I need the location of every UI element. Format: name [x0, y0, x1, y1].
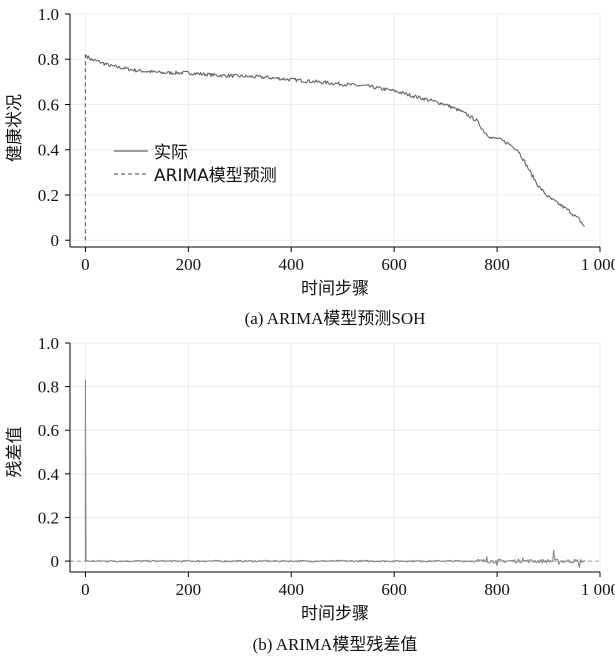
- y-axis-label-b: 残差值: [5, 427, 25, 478]
- y-tick-label: 0.2: [38, 186, 59, 205]
- y-axis-label-a: 健康状况: [5, 94, 25, 162]
- panel-a: 0 200 400 600 800 1 000 0 0.2 0.4 0.6 0.8 1.0 实际 AR…: [5, 5, 615, 328]
- y-tick-label: 0: [51, 552, 60, 571]
- y-tick-label: 0: [51, 231, 60, 250]
- y-tick-label: 1.0: [38, 334, 59, 353]
- series-group-a: [84, 54, 585, 241]
- y-tick-label: 0.6: [38, 95, 59, 114]
- caption-a: (a) ARIMA模型预测SOH: [245, 309, 426, 328]
- x-tick-label: 1 000: [581, 255, 615, 274]
- x-tick-label: 800: [484, 580, 510, 599]
- legend-label-actual: 实际: [154, 143, 188, 163]
- x-tick-label: 800: [484, 255, 510, 274]
- y-tick-label: 0.4: [38, 465, 60, 484]
- ticks-a: 0 200 400 600 800 1 000 0 0.2 0.4 0.6 0.8 1.0: [38, 5, 615, 274]
- y-tick-label: 0.2: [38, 508, 59, 527]
- x-axis-label-b: 时间步骤: [301, 604, 369, 624]
- x-tick-label: 200: [176, 580, 202, 599]
- series-line-actual: [85, 54, 585, 228]
- x-tick-label: 0: [81, 580, 90, 599]
- x-tick-label: 0: [81, 255, 90, 274]
- y-tick-label: 0.4: [38, 141, 60, 160]
- x-tick-label: 200: [176, 255, 202, 274]
- x-tick-label: 400: [279, 255, 305, 274]
- y-tick-label: 0.8: [38, 378, 59, 397]
- y-tick-label: 0.8: [38, 50, 59, 69]
- x-axis-label-a: 时间步骤: [301, 279, 369, 299]
- plot-area-b: [70, 343, 600, 572]
- grid-a: [70, 13, 601, 247]
- ticks-b: 0 200 400 600 800 1 000 0 0.2 0.4 0.6 0.8 1.0: [38, 334, 615, 599]
- x-tick-label: 1 000: [581, 580, 615, 599]
- y-tick-label: 1.0: [38, 5, 59, 24]
- x-tick-label: 600: [381, 580, 407, 599]
- series-line-residual: [84, 379, 586, 569]
- x-tick-label: 400: [279, 580, 305, 599]
- axes-b: [69, 343, 600, 573]
- legend: 实际 ARIMA模型预测: [114, 143, 277, 186]
- legend-label-arima: ARIMA模型预测: [154, 166, 277, 186]
- axes-a: [69, 14, 600, 248]
- x-tick-label: 600: [381, 255, 407, 274]
- caption-b: (b) ARIMA模型残差值: [253, 635, 418, 654]
- y-tick-label: 0.6: [38, 421, 59, 440]
- series-group-b: [84, 379, 586, 569]
- plot-area-a: [70, 14, 600, 247]
